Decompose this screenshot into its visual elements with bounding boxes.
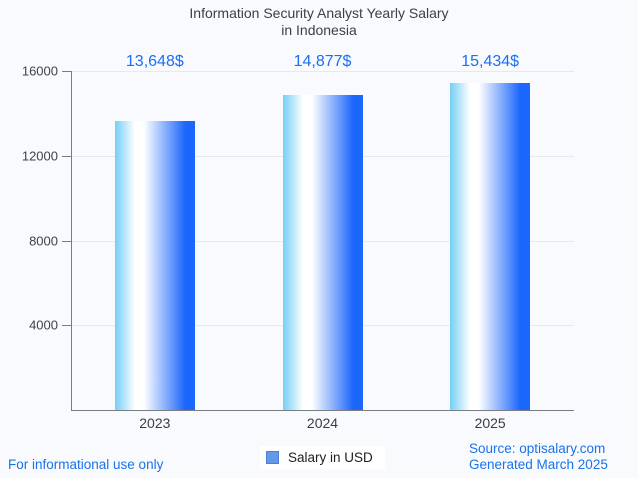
x-tick-label: 2023 <box>139 415 171 431</box>
y-tick-label: 4000 <box>29 317 58 333</box>
generated-date: Generated March 2025 <box>469 457 608 472</box>
source-block: Source: optisalary.com Generated March 2… <box>469 441 608 473</box>
chart-title-line2: in Indonesia <box>281 22 357 38</box>
chart-title: Information Security Analyst Yearly Sala… <box>0 5 638 39</box>
x-tick-label: 2024 <box>306 415 339 431</box>
legend-label: Salary in USD <box>288 450 373 465</box>
bar-value-label: 13,648$ <box>125 53 184 70</box>
chart-title-line1: Information Security Analyst Yearly Sala… <box>189 5 449 21</box>
legend-swatch-icon <box>266 451 279 464</box>
salary-bar <box>282 94 363 410</box>
legend: Salary in USD <box>260 446 385 469</box>
bar-value-label: 14,877$ <box>293 53 352 70</box>
source-link[interactable]: Source: optisalary.com <box>469 441 606 456</box>
x-axis-line <box>71 410 574 411</box>
x-tick-label: 2025 <box>474 415 506 431</box>
bar-value-label: 15,434$ <box>461 53 520 70</box>
salary-bar <box>114 120 195 410</box>
y-tick-label: 8000 <box>29 233 58 248</box>
y-tick-label: 16000 <box>21 63 58 79</box>
y-tick-mark <box>62 155 71 157</box>
gridline <box>71 71 574 72</box>
salary-bar <box>450 82 531 410</box>
y-axis-line <box>71 71 72 411</box>
disclaimer-text: For informational use only <box>8 457 164 472</box>
y-tick-mark <box>62 240 71 242</box>
y-tick-mark <box>62 325 71 327</box>
y-tick-label: 12000 <box>21 148 58 164</box>
y-tick-mark <box>62 71 71 72</box>
